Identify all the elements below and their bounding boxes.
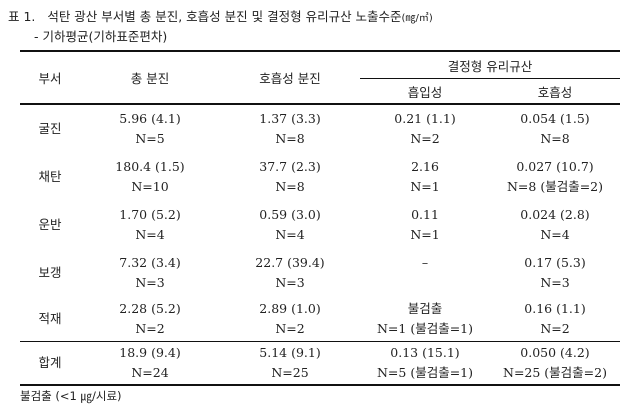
total-dust-cell: 5.96 (4.1) N=5 [119, 111, 181, 146]
header-dept: 부서 [20, 51, 80, 105]
header-total-dust: 총 분진 [80, 51, 220, 105]
total-dust-cell: 7.32 (3.4) N=3 [119, 255, 181, 290]
silica-respirable-cell: 0.16 (1.1) N=2 [524, 301, 586, 336]
exposure-table: 부서 총 분진 호흡성 분진 결정형 유리규산 흡입성 호흡성 굴진 5.96 … [20, 50, 620, 386]
silica-inhalable-cell: – [421, 255, 429, 270]
table-row: 운반 1.70 (5.2) N=4 0.59 (3.0) N=4 0.11 N=1 0… [20, 201, 620, 249]
dept-cell: 운반 [38, 217, 62, 232]
header-silica-inhalable: 흡입성 [360, 78, 490, 105]
table-row: 보갱 7.32 (3.4) N=3 22.7 (39.4) N=3 – 0.17 (… [20, 249, 620, 297]
footnote: 불검출 (<1 ㎍/시료) [20, 389, 122, 403]
total-dust-cell: 180.4 (1.5) N=10 [115, 159, 185, 194]
header-silica-group: 결정형 유리규산 [360, 51, 620, 79]
header-silica-respirable: 호흡성 [490, 78, 620, 105]
silica-inhalable-cell: 불검출 N=1 (불검출=1) [376, 301, 474, 336]
dept-cell: 적재 [38, 311, 62, 326]
caption-line-1: 표 1. 석탄 광산 부서별 총 분진, 호흡성 분진 및 결정형 유리규산 노… [8, 8, 433, 28]
respirable-dust-cell: 37.7 (2.3) N=8 [259, 159, 321, 194]
respirable-dust-cell: 5.14 (9.1) N=25 [259, 345, 321, 380]
silica-respirable-cell: 0.054 (1.5) N=8 [520, 111, 590, 146]
silica-respirable-cell: 0.027 (10.7) N=8 (불검출=2) [506, 159, 604, 194]
silica-respirable-cell: 0.050 (4.2) N=25 (불검출=2) [503, 345, 607, 380]
table-row: 적재 2.28 (5.2) N=2 2.89 (1.0) N=2 불검출 N=1 (불… [20, 297, 620, 342]
dept-cell: 합계 [38, 355, 62, 370]
total-dust-cell: 2.28 (5.2) N=2 [119, 301, 181, 336]
dept-cell: 보갱 [38, 265, 62, 280]
silica-inhalable-cell: 2.16 N=1 [410, 159, 440, 194]
respirable-dust-cell: 2.89 (1.0) N=2 [259, 301, 321, 336]
header-respirable-dust: 호흡성 분진 [220, 51, 360, 105]
table-row: 채탄 180.4 (1.5) N=10 37.7 (2.3) N=8 2.16 N=1… [20, 153, 620, 201]
respirable-dust-cell: 22.7 (39.4) N=3 [255, 255, 325, 290]
caption-unit: (㎎/㎥) [401, 13, 433, 24]
respirable-dust-cell: 0.59 (3.0) N=4 [259, 207, 321, 242]
silica-inhalable-cell: 0.21 (1.1) N=2 [394, 111, 456, 146]
dept-cell: 굴진 [38, 121, 62, 136]
silica-respirable-cell: 0.024 (2.8) N=4 [520, 207, 590, 242]
dept-cell: 채탄 [38, 169, 62, 184]
table-caption: 표 1. 석탄 광산 부서별 총 분진, 호흡성 분진 및 결정형 유리규산 노… [8, 8, 433, 46]
total-row: 합계 18.9 (9.4) N=24 5.14 (9.1) N=25 0.13 (1… [20, 342, 620, 385]
caption-label: 표 1. [8, 9, 36, 24]
silica-inhalable-cell: 0.11 N=1 [410, 207, 440, 242]
table-row: 굴진 5.96 (4.1) N=5 1.37 (3.3) N=8 0.21 (1.1… [20, 104, 620, 153]
total-dust-cell: 1.70 (5.2) N=4 [119, 207, 181, 242]
respirable-dust-cell: 1.37 (3.3) N=8 [259, 111, 321, 146]
caption-title: 석탄 광산 부서별 총 분진, 호흡성 분진 및 결정형 유리규산 노출수준 [47, 9, 402, 24]
silica-inhalable-cell: 0.13 (15.1) N=5 (불검출=1) [376, 345, 474, 380]
silica-respirable-cell: 0.17 (5.3) N=3 [524, 255, 586, 290]
caption-subtitle: - 기하평균(기하표준편차) [34, 29, 168, 44]
total-dust-cell: 18.9 (9.4) N=24 [119, 345, 181, 380]
